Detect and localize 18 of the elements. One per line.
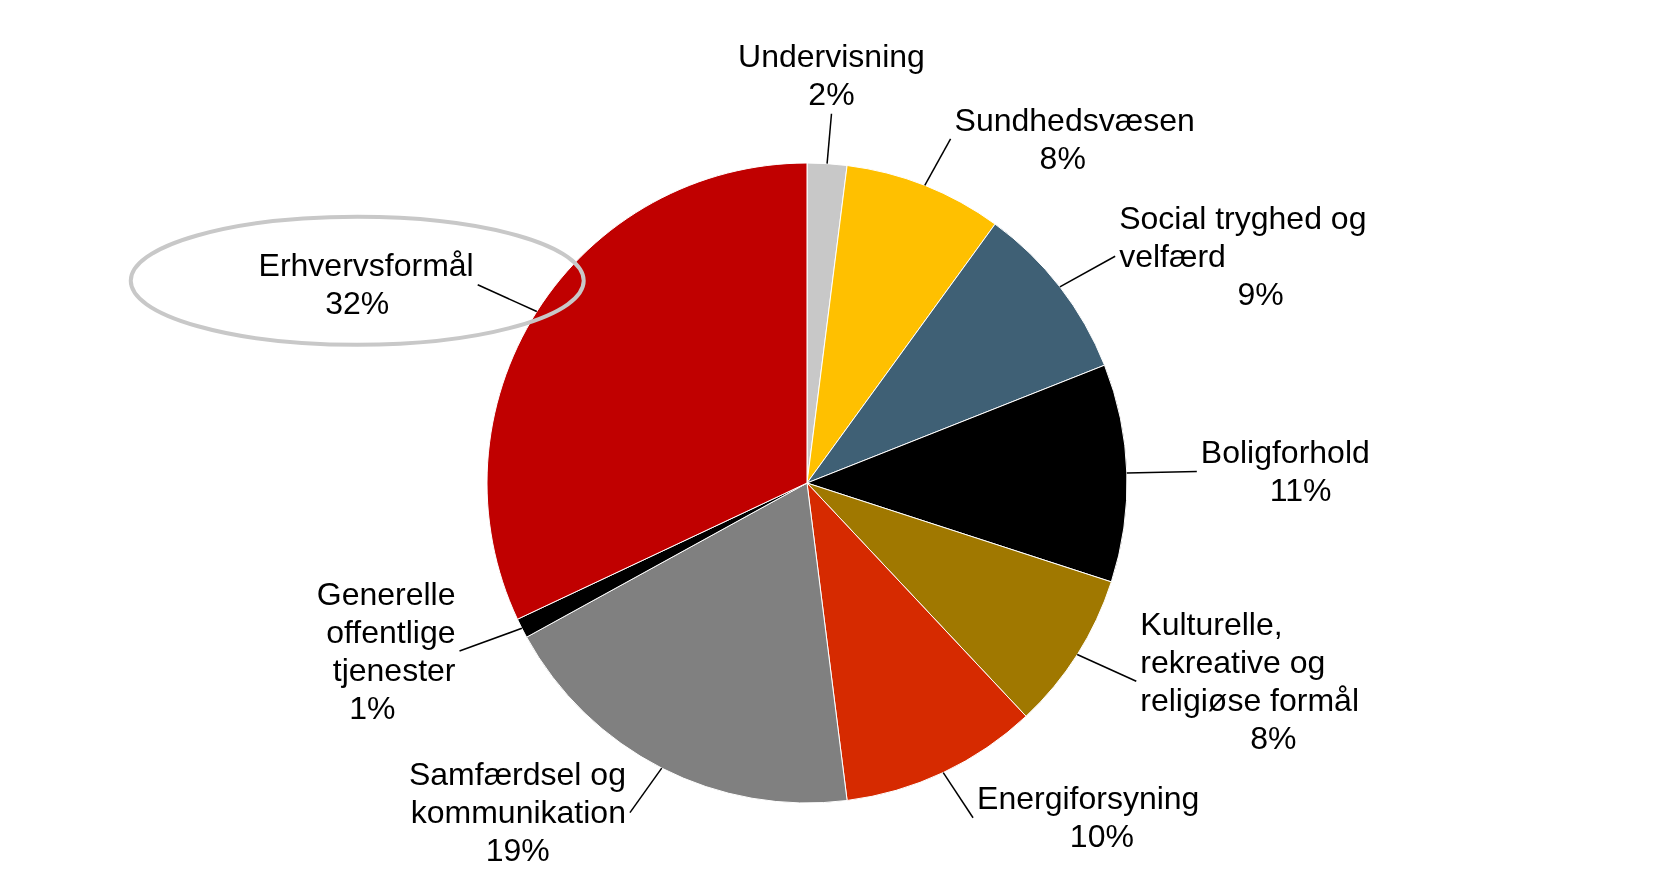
slice-label: Generelle offentlige tjenester bbox=[316, 575, 456, 688]
data-label: 2% bbox=[808, 76, 855, 113]
slice-label: Erhvervsformål bbox=[258, 247, 474, 284]
data-label: 10% bbox=[1069, 818, 1134, 855]
data-label: 9% bbox=[1237, 275, 1284, 312]
slice-label: Samfærdsel og kommunikation bbox=[408, 756, 626, 831]
data-label: 19% bbox=[485, 832, 550, 869]
data-label: 8% bbox=[1250, 719, 1297, 756]
slice-label: Social tryghed og velfærd bbox=[1119, 199, 1367, 274]
data-label: 32% bbox=[325, 285, 390, 322]
data-label: 1% bbox=[349, 689, 396, 726]
data-label: 11% bbox=[1269, 472, 1332, 509]
slice-label: Undervisning bbox=[738, 38, 925, 75]
slice-label: Boligforhold bbox=[1200, 434, 1370, 471]
slice-label: Energiforsyning bbox=[977, 780, 1200, 817]
slice-label: Sundhedsvæsen bbox=[954, 101, 1195, 138]
data-label: 8% bbox=[1039, 139, 1086, 176]
slice-label: Kulturelle, rekreative og religiøse formål bbox=[1140, 605, 1360, 718]
